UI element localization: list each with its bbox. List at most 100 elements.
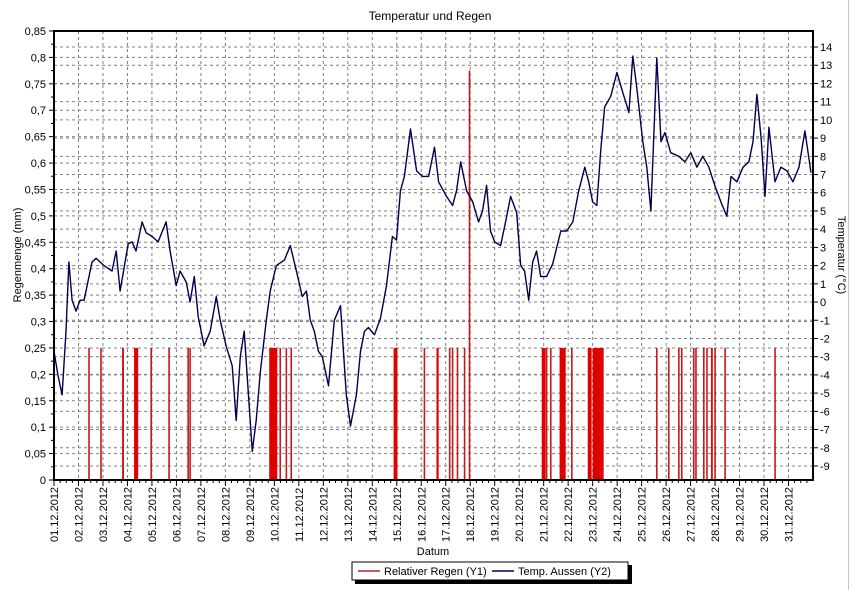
y2-axis-label: Temperatur (°C)	[835, 216, 847, 294]
y2-tick-label: -6	[820, 406, 830, 418]
x-tick-label: 01.12.2012	[49, 487, 61, 542]
y-tick-label: 0,45	[25, 237, 46, 249]
x-tick-label: 12.12.2012	[318, 487, 330, 542]
y2-tick-label: -8	[820, 443, 830, 455]
rain-bar	[463, 347, 466, 480]
rain-bar	[655, 347, 658, 480]
y2-tick-label: -9	[820, 461, 830, 473]
y-tick-label: 0,55	[25, 184, 46, 196]
x-tick-label: 11.12.2012	[294, 488, 306, 542]
x-tick-label: 17.12.2012	[441, 487, 453, 542]
y-tick-label: 0,6	[31, 158, 46, 170]
x-tick-label: 08.12.2012	[220, 487, 232, 542]
temperature-line	[53, 55, 812, 453]
y2-tick-label: -5	[820, 388, 830, 400]
plot-frame	[53, 30, 814, 481]
legend: Relativer Regen (Y1) Temp. Aussen (Y2)	[351, 561, 632, 584]
rain-bar	[541, 347, 546, 480]
rain-bar	[680, 347, 683, 480]
legend-box	[351, 561, 629, 581]
y2-tick-label: 14	[820, 42, 832, 54]
rain-bar	[290, 347, 293, 480]
rain-bar	[134, 347, 139, 480]
rain-bar	[187, 347, 189, 480]
rain-bar	[269, 347, 278, 480]
rain-bar	[393, 347, 398, 480]
x-tick-label: 06.12.2012	[171, 487, 183, 542]
x-axis-label: Datum	[417, 546, 449, 558]
x-tick-label: 21.12.2012	[539, 487, 551, 542]
y-tick-label: 0,3	[31, 317, 46, 329]
x-tick-label: 10.12.2012	[269, 487, 281, 542]
x-tick-label: 13.12.2012	[343, 487, 355, 542]
y2-tick-label: 11	[820, 97, 831, 109]
x-tick-label: 29.12.2012	[735, 487, 747, 542]
legend-rain-label: Relativer Regen (Y1)	[384, 566, 487, 578]
rain-bar	[468, 70, 471, 480]
rain-bar	[724, 347, 726, 480]
y2-tick-label: 9	[820, 133, 826, 145]
x-tick-label: 03.12.2012	[98, 487, 110, 542]
y-tick-label: 0,65	[25, 132, 46, 144]
y2-tick-label: -7	[820, 425, 830, 437]
rain-bar	[189, 347, 191, 480]
rain-bar	[692, 347, 695, 480]
y2-tick-label: 7	[820, 170, 826, 182]
x-tick-label: 19.12.2012	[490, 487, 502, 542]
chart-title: Temperatur und Regen	[369, 9, 492, 23]
rain-bar	[448, 347, 451, 480]
rain-bar	[667, 347, 670, 480]
y2-tick-label: 4	[820, 224, 826, 236]
y-tick-label: 0	[40, 475, 46, 487]
x-tick-label: 14.12.2012	[367, 487, 379, 542]
x-tick-label: 04.12.2012	[122, 487, 134, 542]
rain-bar	[695, 347, 697, 480]
y-tick-label: 0,15	[25, 396, 46, 408]
x-tick-label: 20.12.2012	[514, 487, 526, 542]
rain-bar	[549, 347, 552, 480]
x-tick-label: 07.12.2012	[196, 487, 208, 542]
rain-bar	[545, 347, 548, 480]
y2-tick-label: 13	[820, 60, 832, 72]
x-tick-label: 31.12.2012	[784, 487, 796, 542]
x-tick-label: 09.12.2012	[245, 487, 257, 542]
rain-bars	[88, 70, 776, 480]
y-tick-label: 0,8	[31, 52, 46, 64]
rain-bar	[592, 347, 604, 480]
y2-tick-label: 5	[820, 206, 826, 218]
window-border	[848, 0, 849, 590]
y2-tick-label: -2	[820, 333, 830, 345]
x-tick-label: 05.12.2012	[147, 487, 159, 542]
rain-bar	[703, 347, 705, 480]
y2-tick-label: 8	[820, 151, 826, 163]
y2-tick-label: 10	[820, 115, 832, 127]
y-tick-label: 0,5	[31, 211, 46, 223]
x-tick-label: 22.12.2012	[563, 487, 575, 542]
y-tick-label: 0,1	[31, 422, 46, 434]
y-tick-label: 0,2	[31, 369, 46, 381]
y2-tick-label: 0	[820, 297, 826, 309]
x-tick-label: 24.12.2012	[612, 487, 624, 542]
rain-bar	[774, 347, 776, 480]
y-axis-left: 0 0,05 0,1 0,15 0,2 0,25 0,3 0,35 0,4 0,45 0,5 0,55…	[25, 26, 54, 487]
rain-bar	[456, 347, 459, 480]
x-tick-label: 18.12.2012	[465, 487, 477, 542]
y-tick-label: 0,4	[31, 264, 46, 276]
y2-tick-label: -4	[820, 370, 830, 382]
y2-tick-label: 2	[820, 261, 826, 273]
y-axis-label: Regenmenge (mm)	[12, 208, 24, 303]
x-tick-label: 23.12.2012	[588, 487, 600, 542]
y2-tick-label: 3	[820, 242, 826, 254]
temperature-series-line	[53, 55, 812, 453]
x-tick-label: 16.12.2012	[416, 487, 428, 542]
grid	[54, 31, 813, 480]
rain-bar	[100, 347, 102, 480]
y2-tick-label: 1	[820, 279, 826, 291]
y2-tick-label: 12	[820, 78, 832, 90]
y2-tick-label: -3	[820, 352, 830, 364]
rain-bar	[587, 347, 592, 480]
rain-bar	[279, 347, 282, 480]
x-axis: 01.12.2012 02.12.2012 03.12.2012 04.12.2012…	[49, 480, 808, 542]
y-tick-label: 0,35	[25, 290, 46, 302]
